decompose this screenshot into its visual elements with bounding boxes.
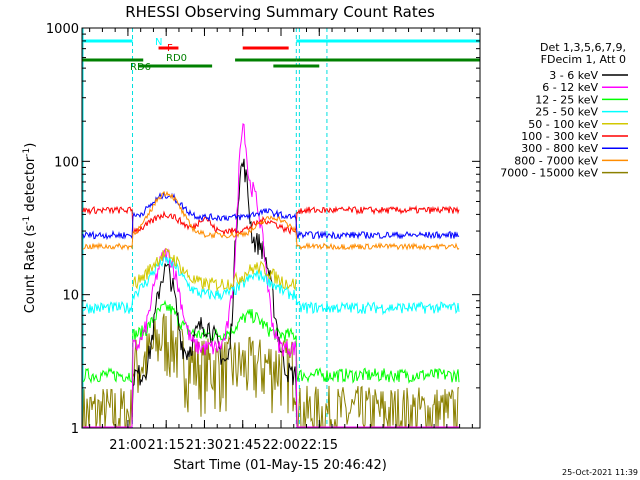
series-line-100-300- <box>82 204 460 237</box>
legend-label: 300 - 800 keV <box>521 142 598 155</box>
legend-header-line-2: FDecim 1, Att 0 <box>541 53 626 66</box>
series-line-800-7000- <box>82 190 460 251</box>
x-tick-label: 21:15 <box>147 438 184 453</box>
flag-label: F <box>167 43 173 54</box>
legend: Det 1,3,5,6,7,9, FDecim 1, Att 0 3 - 6 k… <box>500 41 628 180</box>
footer-timestamp: 25-Oct-2021 11:39 <box>562 468 638 477</box>
legend-label: 800 - 7000 keV <box>514 154 598 167</box>
y-tick-label: 1 <box>71 422 79 437</box>
series-line-12-25- <box>82 299 460 384</box>
axis-ticks: 1 10 100 1000 21:00 21:15 21:30 21:45 22:00 22:15 <box>46 22 480 453</box>
flag-label: RD6 <box>130 62 151 73</box>
legend-label: 50 - 100 keV <box>528 118 598 131</box>
legend-label: 7000 - 15000 keV <box>500 167 598 180</box>
x-tick-label: 21:00 <box>109 438 146 453</box>
chart-title: RHESSI Observing Summary Count Rates <box>125 3 435 21</box>
legend-label: 100 - 300 keV <box>521 130 598 143</box>
flag-label: RD0 <box>166 53 187 64</box>
legend-label: 3 - 6 keV <box>549 69 598 82</box>
y-tick-label: 10 <box>62 289 79 304</box>
flag-label: N <box>155 37 162 48</box>
y-tick-label: 1000 <box>46 22 79 37</box>
x-tick-label: 22:15 <box>301 438 338 453</box>
series-line-25-50- <box>82 255 460 316</box>
x-tick-label: 22:00 <box>262 438 299 453</box>
series-line-6-12- <box>83 123 459 428</box>
legend-header-line-1: Det 1,3,5,6,7,9, <box>540 41 626 54</box>
x-tick-label: 21:30 <box>186 438 223 453</box>
legend-label: 6 - 12 keV <box>542 81 598 94</box>
x-tick-label: 21:45 <box>224 438 261 453</box>
y-tick-label: 100 <box>54 155 79 170</box>
legend-label: 12 - 25 keV <box>535 93 598 106</box>
series-line-300-800- <box>82 191 460 241</box>
y-axis-label: Count Rate (s-1 detector-1) <box>22 143 38 314</box>
series-line-50-100- <box>132 247 297 293</box>
x-axis-label: Start Time (01-May-15 20:46:42) <box>173 458 387 473</box>
legend-label: 25 - 50 keV <box>535 106 598 119</box>
